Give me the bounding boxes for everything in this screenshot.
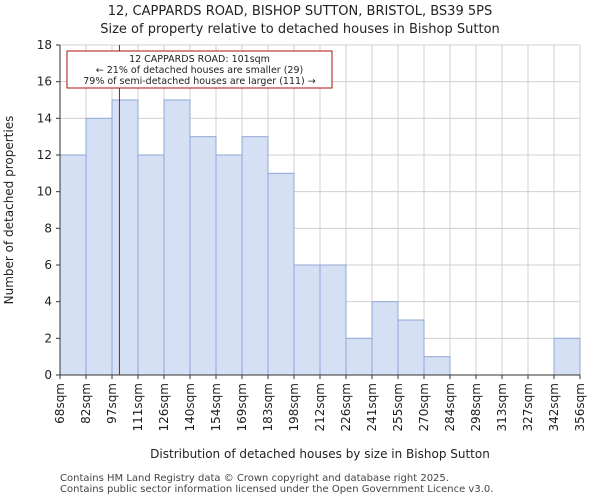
x-tick-label-68sqm: 68sqm (53, 383, 67, 424)
y-tick-label-10: 10 (37, 185, 52, 199)
bar-68sqm (59, 154, 87, 376)
y-tick-label-4: 4 (44, 295, 52, 309)
y-tick-label-8: 8 (44, 221, 52, 235)
chart-title: 12, CAPPARDS ROAD, BISHOP SUTTON, BRISTO… (107, 4, 493, 19)
bar-126sqm (163, 99, 191, 376)
x-tick-label-198sqm: 198sqm (287, 383, 301, 431)
bar-82sqm (85, 117, 113, 376)
bar-241sqm (371, 301, 399, 376)
x-tick-label-241sqm: 241sqm (365, 383, 379, 431)
x-tick-label-97sqm: 97sqm (105, 383, 119, 424)
x-tick-label-356sqm: 356sqm (573, 383, 587, 431)
x-tick-label-183sqm: 183sqm (261, 383, 275, 431)
x-tick-label-212sqm: 212sqm (313, 383, 327, 431)
x-axis-label: Distribution of detached houses by size … (150, 447, 490, 461)
bar-198sqm (293, 264, 321, 376)
annotation-box (66, 50, 333, 89)
x-tick-label-226sqm: 226sqm (339, 383, 353, 431)
y-tick-label-16: 16 (37, 75, 52, 89)
x-tick-label-82sqm: 82sqm (79, 383, 93, 424)
x-tick-label-154sqm: 154sqm (209, 383, 223, 431)
bar-140sqm (189, 136, 217, 376)
bar-154sqm (215, 154, 243, 376)
x-tick-label-111sqm: 111sqm (131, 383, 145, 431)
x-tick-label-255sqm: 255sqm (391, 383, 405, 431)
y-tick-label-0: 0 (44, 368, 52, 382)
bar-342sqm (553, 337, 581, 376)
bar-97sqm (111, 99, 139, 376)
bar-183sqm (267, 172, 295, 376)
y-axis-label: Number of detached properties (2, 116, 16, 305)
bar-270sqm (423, 356, 451, 376)
x-tick-label-284sqm: 284sqm (443, 383, 457, 431)
x-tick-label-327sqm: 327sqm (521, 383, 535, 431)
footer-copyright: Contains HM Land Registry data © Crown c… (60, 473, 449, 484)
x-tick-label-298sqm: 298sqm (469, 383, 483, 431)
y-tick-label-14: 14 (37, 111, 52, 125)
bar-255sqm (397, 319, 425, 376)
y-tick-label-12: 12 (37, 148, 52, 162)
x-tick-label-270sqm: 270sqm (417, 383, 431, 431)
y-tick-label-2: 2 (44, 331, 52, 345)
x-tick-label-313sqm: 313sqm (495, 383, 509, 431)
x-tick-label-126sqm: 126sqm (157, 383, 171, 431)
x-tick-label-342sqm: 342sqm (547, 383, 561, 431)
x-tick-label-169sqm: 169sqm (235, 383, 249, 431)
y-tick-label-6: 6 (44, 258, 52, 272)
bar-212sqm (319, 264, 347, 376)
bar-226sqm (345, 337, 373, 376)
x-tick-label-140sqm: 140sqm (183, 383, 197, 431)
bar-111sqm (137, 154, 165, 376)
annotation-line-2: ← 21% of detached houses are smaller (29… (96, 65, 303, 76)
annotation-line-1: 12 CAPPARDS ROAD: 101sqm (129, 54, 270, 65)
footer-licence: Contains public sector information licen… (60, 484, 494, 495)
bar-169sqm (241, 136, 269, 376)
y-tick-label-18: 18 (37, 38, 52, 52)
annotation-line-3: 79% of semi-detached houses are larger (… (83, 76, 316, 87)
chart-subtitle: Size of property relative to detached ho… (100, 22, 500, 37)
